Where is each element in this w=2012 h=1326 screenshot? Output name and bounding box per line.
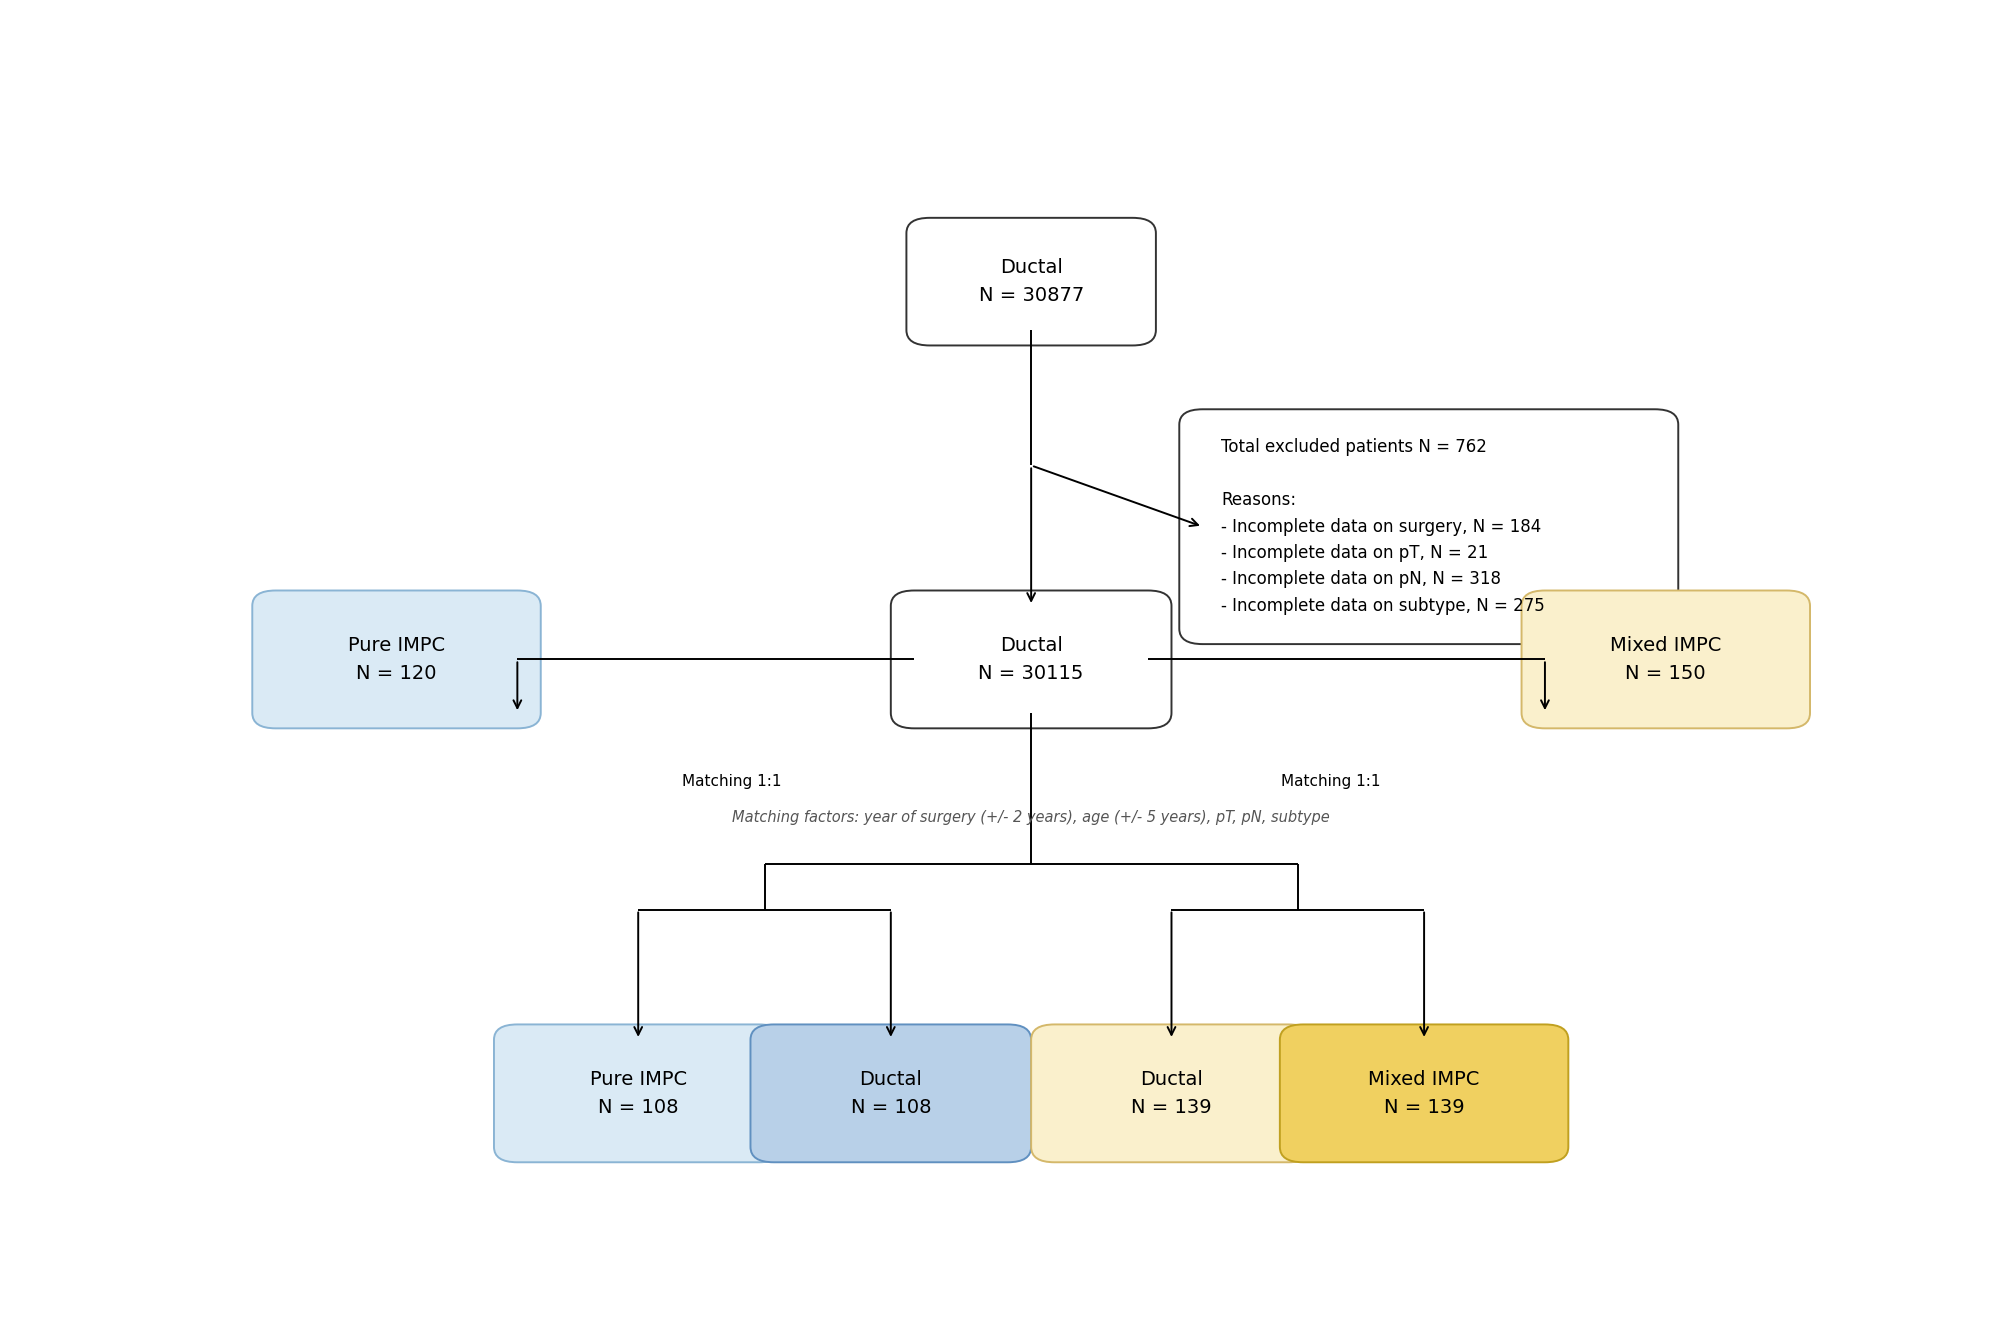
Text: Pure IMPC
N = 108: Pure IMPC N = 108 [590, 1070, 686, 1116]
FancyBboxPatch shape [750, 1025, 1030, 1163]
FancyBboxPatch shape [1030, 1025, 1312, 1163]
FancyBboxPatch shape [905, 217, 1155, 346]
Text: Ductal
N = 108: Ductal N = 108 [851, 1070, 932, 1116]
Text: Ductal
N = 30115: Ductal N = 30115 [978, 636, 1084, 683]
Text: Ductal
N = 30877: Ductal N = 30877 [978, 259, 1084, 305]
FancyBboxPatch shape [252, 590, 541, 728]
Text: Matching factors: year of surgery (+/- 2 years), age (+/- 5 years), pT, pN, subt: Matching factors: year of surgery (+/- 2… [732, 810, 1330, 825]
Text: Mixed IMPC
N = 150: Mixed IMPC N = 150 [1610, 636, 1722, 683]
FancyBboxPatch shape [1521, 590, 1811, 728]
FancyBboxPatch shape [495, 1025, 783, 1163]
Text: Matching 1:1: Matching 1:1 [1282, 774, 1380, 789]
Text: Matching 1:1: Matching 1:1 [682, 774, 781, 789]
Text: Ductal
N = 139: Ductal N = 139 [1131, 1070, 1211, 1116]
FancyBboxPatch shape [1280, 1025, 1567, 1163]
FancyBboxPatch shape [1179, 410, 1678, 644]
Text: Mixed IMPC
N = 139: Mixed IMPC N = 139 [1368, 1070, 1479, 1116]
Text: Total excluded patients N = 762

Reasons:
- Incomplete data on surgery, N = 184
: Total excluded patients N = 762 Reasons:… [1221, 439, 1545, 615]
FancyBboxPatch shape [891, 590, 1171, 728]
Text: Pure IMPC
N = 120: Pure IMPC N = 120 [348, 636, 445, 683]
